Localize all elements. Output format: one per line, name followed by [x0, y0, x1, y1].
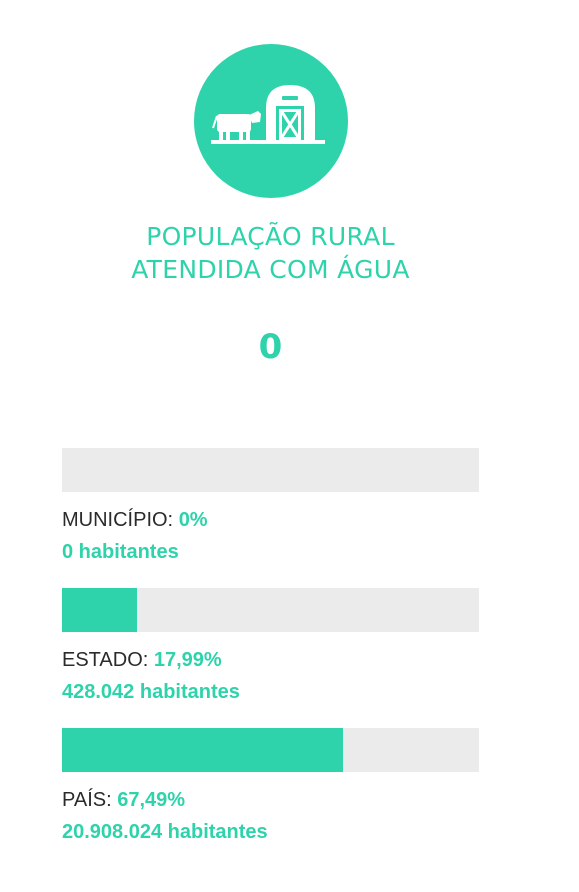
progress-bar-track — [62, 588, 479, 632]
stat-label: ESTADO: — [62, 649, 149, 671]
stat-pais: PAÍS: 67,49% 20.908.024 habitantes — [62, 728, 479, 844]
stat-percent: 67,49% — [117, 789, 186, 811]
progress-bar-track — [62, 448, 479, 492]
progress-bar-fill — [62, 588, 138, 632]
stat-label-line: PAÍS: 67,49% — [62, 788, 479, 812]
progress-bar-fill — [62, 728, 344, 772]
main-value: 0 — [258, 327, 283, 367]
section-title: POPULAÇÃO RURAL ATENDIDA COM ÁGUA — [0, 220, 541, 286]
title-line-2: ATENDIDA COM ÁGUA — [131, 255, 410, 284]
stat-label-line: MUNICÍPIO: 0% — [62, 508, 479, 532]
stat-label-line: ESTADO: 17,99% — [62, 648, 479, 672]
stat-label: PAÍS: — [62, 789, 112, 811]
stat-label: MUNICÍPIO: — [62, 509, 174, 531]
stat-habitantes: 428.042 habitantes — [62, 681, 240, 703]
stat-habitantes: 0 habitantes — [62, 541, 179, 563]
stat-estado: ESTADO: 17,99% 428.042 habitantes — [62, 588, 479, 704]
progress-bar-track — [62, 728, 479, 772]
stat-municipio: MUNICÍPIO: 0% 0 habitantes — [62, 448, 479, 564]
stat-percent: 0% — [178, 509, 208, 531]
title-line-1: POPULAÇÃO RURAL — [146, 222, 395, 251]
stat-habitantes: 20.908.024 habitantes — [62, 821, 268, 843]
farm-barn-cow-icon — [194, 44, 348, 198]
stat-percent: 17,99% — [153, 649, 222, 671]
